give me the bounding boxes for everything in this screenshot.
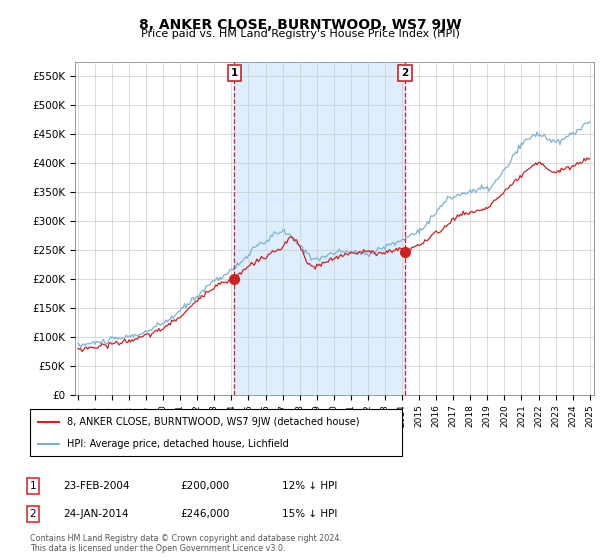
Text: 24-JAN-2014: 24-JAN-2014 [63, 509, 128, 519]
Text: 1: 1 [230, 68, 238, 78]
Text: £200,000: £200,000 [180, 481, 229, 491]
Text: £246,000: £246,000 [180, 509, 229, 519]
Bar [234, 62, 405, 395]
Text: 23-FEB-2004: 23-FEB-2004 [63, 481, 130, 491]
Text: 1: 1 [29, 481, 37, 491]
Text: 8, ANKER CLOSE, BURNTWOOD, WS7 9JW: 8, ANKER CLOSE, BURNTWOOD, WS7 9JW [139, 18, 461, 32]
Text: 2: 2 [401, 68, 409, 78]
Text: 12% ↓ HPI: 12% ↓ HPI [282, 481, 337, 491]
Text: 8, ANKER CLOSE, BURNTWOOD, WS7 9JW (detached house): 8, ANKER CLOSE, BURNTWOOD, WS7 9JW (deta… [67, 417, 360, 427]
Text: 2: 2 [29, 509, 37, 519]
Text: Contains HM Land Registry data © Crown copyright and database right 2024.
This d: Contains HM Land Registry data © Crown c… [30, 534, 342, 553]
Text: Price paid vs. HM Land Registry's House Price Index (HPI): Price paid vs. HM Land Registry's House … [140, 29, 460, 39]
Text: 15% ↓ HPI: 15% ↓ HPI [282, 509, 337, 519]
Text: HPI: Average price, detached house, Lichfield: HPI: Average price, detached house, Lich… [67, 438, 289, 449]
